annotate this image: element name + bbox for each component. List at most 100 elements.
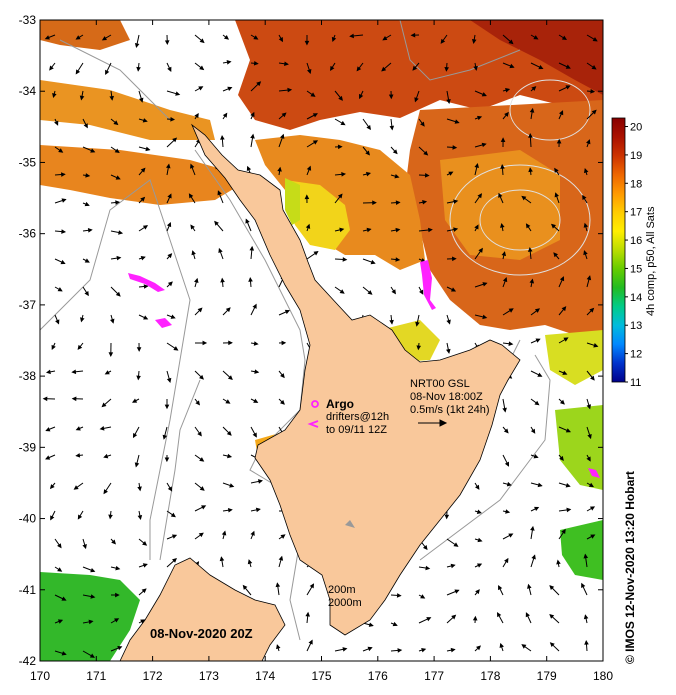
current-arrow-icon: [334, 118, 346, 126]
current-arrow-icon: [415, 314, 420, 327]
current-arrow-icon: [359, 90, 364, 100]
current-arrow-icon: [138, 563, 148, 568]
current-arrow-icon: [278, 34, 284, 43]
current-arrow-icon: [54, 229, 67, 234]
current-arrow-icon: [502, 533, 514, 540]
drifter-track-1: [128, 273, 165, 292]
current-arrow-icon: [446, 227, 459, 232]
current-arrow-icon: [528, 132, 533, 148]
current-arrow-icon: [80, 314, 85, 323]
drifter-tracks: [128, 260, 600, 478]
current-arrow-icon: [110, 618, 120, 624]
lat-tick-label: -36: [19, 227, 37, 241]
current-arrow-icon: [54, 198, 67, 204]
current-arrow-icon: [214, 220, 224, 232]
current-arrow-icon: [586, 139, 591, 148]
current-time-label: 08-Nov 18:00Z: [410, 391, 483, 403]
current-arrow-icon: [138, 314, 149, 320]
colorbar-tick-label: 17: [630, 207, 642, 219]
current-arrow-icon: [110, 146, 120, 153]
current-arrow-icon: [586, 307, 595, 316]
current-arrow-icon: [549, 585, 560, 596]
current-arrow-icon: [446, 118, 460, 124]
current-arrow-icon: [362, 146, 370, 156]
depth-label-2000m: 2000m: [328, 597, 362, 609]
current-arrow-icon: [586, 506, 596, 512]
current-arrow-icon: [440, 34, 448, 44]
current-arrow-icon: [583, 614, 589, 624]
current-arrow-icon: [306, 140, 319, 148]
current-arrow-icon: [305, 611, 311, 624]
current-legend: NRT00 GSL 08-Nov 18:00Z 0.5m/s (1kt 24h): [410, 378, 489, 427]
current-arrow-icon: [134, 454, 140, 468]
lon-tick-label: 171: [86, 669, 106, 683]
current-arrow-icon: [250, 81, 262, 92]
current-arrow-icon: [502, 88, 511, 93]
current-arrow-icon: [525, 223, 532, 232]
current-arrow-icon: [220, 135, 225, 148]
sst-patch-bop-yellow: [285, 180, 350, 250]
current-arrow-icon: [222, 370, 233, 381]
current-arrow-icon: [105, 62, 112, 75]
current-arrow-icon: [474, 142, 487, 148]
current-arrow-icon: [500, 164, 505, 176]
current-arrow-icon: [77, 342, 84, 350]
current-arrow-icon: [54, 538, 62, 549]
current-arrow-icon: [304, 34, 310, 46]
current-arrow-icon: [101, 34, 112, 41]
current-arrow-icon: [583, 553, 589, 568]
current-arrow-icon: [50, 510, 56, 521]
current-arrow-icon: [530, 86, 537, 92]
current-arrow-icon: [54, 258, 66, 265]
current-arrow-icon: [502, 557, 509, 568]
depth-legend: 200m 2000m: [328, 584, 362, 609]
current-arrow-icon: [79, 90, 85, 101]
current-arrow-icon: [471, 34, 477, 44]
current-arrow-icon: [474, 282, 488, 288]
colorbar-tick-label: 18: [630, 178, 642, 190]
current-arrow-icon: [558, 110, 564, 120]
current-arrow-icon: [220, 277, 225, 288]
sst-patch-east-cool: [440, 150, 560, 260]
current-arrow-icon: [109, 90, 115, 101]
colorbar-tick-label: 14: [630, 292, 642, 304]
current-arrow-icon: [82, 118, 88, 129]
current-arrow-icon: [446, 614, 457, 624]
current-arrow-icon: [306, 113, 318, 120]
current-arrow-icon: [410, 32, 420, 38]
current-arrow-icon: [334, 90, 343, 101]
current-arrow-icon: [586, 89, 596, 94]
current-arrow-icon: [501, 251, 507, 260]
lon-tick-label: 176: [368, 669, 388, 683]
drifter-track-3: [420, 260, 436, 310]
current-arrow-icon: [446, 314, 451, 325]
current-arrow-icon: [583, 222, 589, 232]
current-arrow-icon: [166, 534, 178, 540]
current-arrow-icon: [132, 426, 140, 439]
current-arrow-icon: [530, 338, 541, 344]
current-arrow-icon: [137, 510, 143, 520]
colorbar-tick-label: 20: [630, 122, 642, 134]
current-arrow-icon: [558, 337, 569, 344]
current-arrow-icon: [474, 589, 480, 596]
colorbar-title: 4h comp, p50, All Sats: [645, 206, 657, 316]
current-arrow-icon: [446, 589, 460, 596]
current-arrow-icon: [558, 426, 571, 433]
current-arrow-icon: [497, 612, 504, 624]
current-arrow-icon: [194, 34, 205, 44]
current-arrow-icon: [502, 509, 511, 514]
current-arrow-icon: [334, 257, 348, 262]
current-arrow-icon: [446, 647, 456, 653]
current-arrow-icon: [530, 308, 541, 316]
lon-tick-label: 179: [537, 669, 557, 683]
depth-label-200m: 200m: [328, 584, 356, 596]
current-arrow-icon: [250, 60, 259, 66]
sst-patch-north: [235, 20, 603, 130]
current-arrow-icon: [530, 482, 543, 488]
current-arrow-icon: [166, 62, 172, 72]
current-arrow-icon: [110, 118, 119, 126]
current-arrow-icon: [418, 594, 426, 599]
current-arrow-icon: [305, 223, 311, 232]
current-arrow-icon: [581, 582, 588, 596]
current-arrow-icon: [82, 538, 87, 550]
